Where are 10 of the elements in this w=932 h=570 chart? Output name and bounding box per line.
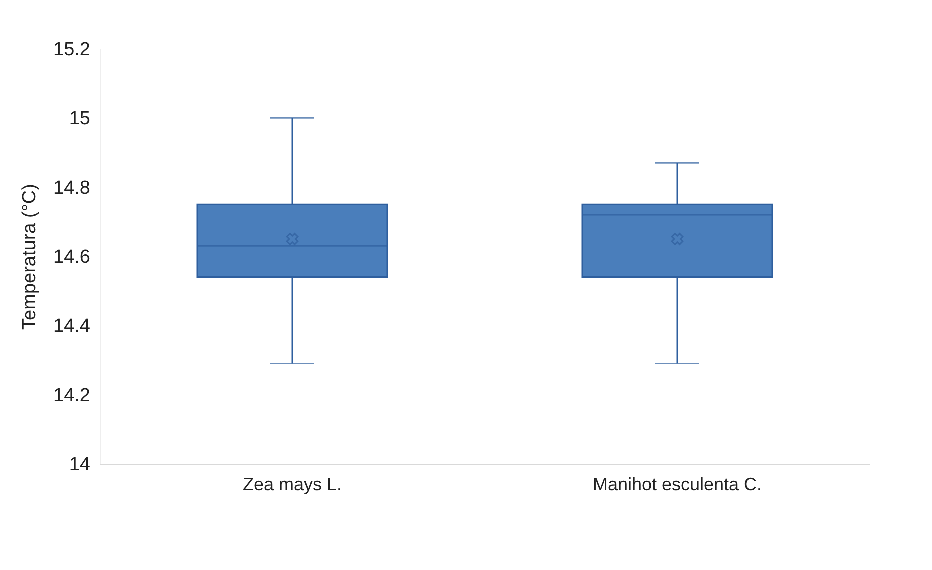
y-tick-label: 14.4 xyxy=(54,316,91,338)
x-tick-label: Zea mays L. xyxy=(242,474,342,494)
y-tick-label: 14 xyxy=(69,454,91,476)
y-tick-label: 14.8 xyxy=(54,178,90,199)
y-tick-label: 15 xyxy=(69,108,90,130)
y-axis-title: Temperatura (°C) xyxy=(20,184,41,330)
y-tick-label: 14.6 xyxy=(54,247,90,268)
y-tick-label: 14.2 xyxy=(54,385,90,406)
x-tick-label: Manihot esculenta C. xyxy=(592,474,762,494)
y-tick-label: 15.2 xyxy=(54,40,90,60)
